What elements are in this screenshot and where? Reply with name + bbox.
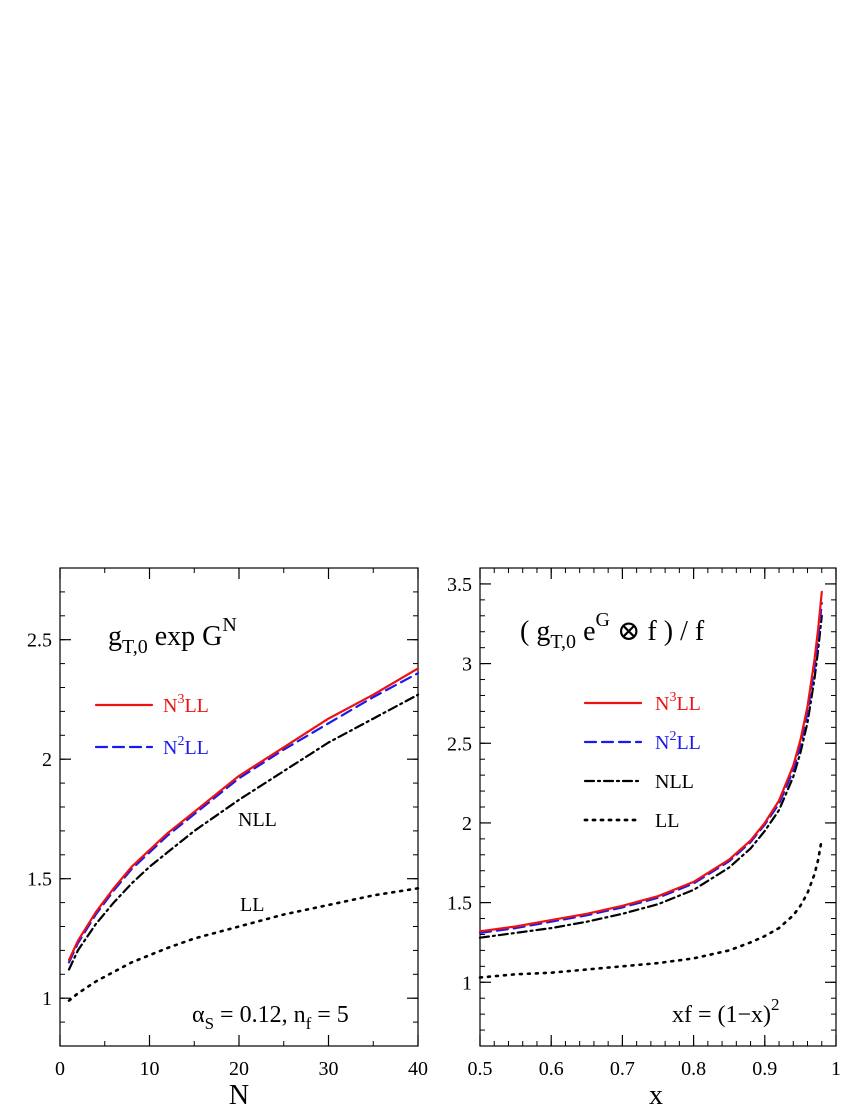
- left-nll-label: NLL: [238, 809, 277, 831]
- right-annotation: xf = (1−x)2: [672, 995, 780, 1028]
- legend-label: N2LL: [163, 734, 209, 759]
- x-tick-label: 0.5: [468, 1058, 493, 1080]
- series-line-n3ll: [478, 590, 823, 933]
- y-tick-label: 2.5: [447, 733, 472, 755]
- left-tick-labels: 0 10 20 30 40 1 1.5 2 2.5: [27, 630, 428, 1080]
- y-tick-label: 2.5: [27, 630, 52, 652]
- x-tick-label: 0.9: [752, 1058, 777, 1080]
- x-tick-label: 40: [408, 1058, 428, 1080]
- series-line-nll: [67, 693, 420, 971]
- legend-label: N3LL: [655, 690, 701, 715]
- x-tick-label: 1: [831, 1058, 841, 1080]
- y-tick-label: 3.5: [447, 574, 472, 596]
- series-line-ll: [67, 886, 420, 1002]
- y-tick-label: 3: [462, 654, 472, 676]
- x-tick-label: 0.6: [539, 1058, 564, 1080]
- right-series: [478, 590, 824, 979]
- left-annotation: αS = 0.12, nf = 5: [192, 1002, 349, 1033]
- legend-label: NLL: [655, 771, 694, 793]
- right-tick-labels: 0.5 0.6 0.7 0.8 0.9 1 1 1.5 2 2.5 3 3.5: [447, 574, 841, 1080]
- series-line-n2ll: [67, 672, 420, 964]
- y-tick-label: 1: [462, 972, 472, 994]
- x-tick-label: 0: [55, 1058, 65, 1080]
- right-chart-panel: 0.5 0.6 0.7 0.8 0.9 1 1 1.5 2 2.5 3 3.5 x ( gT,0 eG…: [447, 567, 841, 1111]
- left-chart-title: gT,0 exp GN: [108, 614, 237, 658]
- left-series: [67, 667, 420, 1002]
- left-ticks: [59, 567, 419, 1047]
- y-tick-label: 1.5: [447, 893, 472, 915]
- left-legend: N3LL N2LL: [94, 692, 209, 759]
- y-tick-label: 2: [462, 813, 472, 835]
- series-line-n3ll: [67, 667, 420, 962]
- right-legend: N3LL N2LL NLL LL: [583, 690, 701, 832]
- x-tick-label: 0.7: [610, 1058, 635, 1080]
- x-tick-label: 10: [140, 1058, 160, 1080]
- left-chart-panel: 0 10 20 30 40 1 1.5 2 2.5 N gT,0 exp GN N3LL N2LL…: [27, 567, 428, 1111]
- left-x-axis-label: N: [229, 1080, 249, 1111]
- legend-label: LL: [655, 810, 679, 832]
- y-tick-label: 1.5: [27, 869, 52, 891]
- right-x-axis-label: x: [649, 1080, 663, 1111]
- x-tick-label: 20: [229, 1058, 249, 1080]
- series-line-n2ll: [478, 601, 823, 935]
- legend-label: N2LL: [655, 729, 701, 754]
- right-ticks: [479, 567, 837, 1047]
- y-tick-label: 1: [42, 988, 52, 1010]
- series-line-nll: [478, 614, 823, 939]
- left-ll-label: LL: [240, 894, 264, 916]
- x-tick-label: 30: [319, 1058, 339, 1080]
- x-tick-label: 0.8: [681, 1058, 706, 1080]
- legend-label: N3LL: [163, 692, 209, 717]
- y-tick-label: 2: [42, 749, 52, 771]
- right-chart-title: ( gT,0 eG ⊗ f ) / f: [520, 609, 705, 653]
- series-line-ll: [478, 837, 824, 979]
